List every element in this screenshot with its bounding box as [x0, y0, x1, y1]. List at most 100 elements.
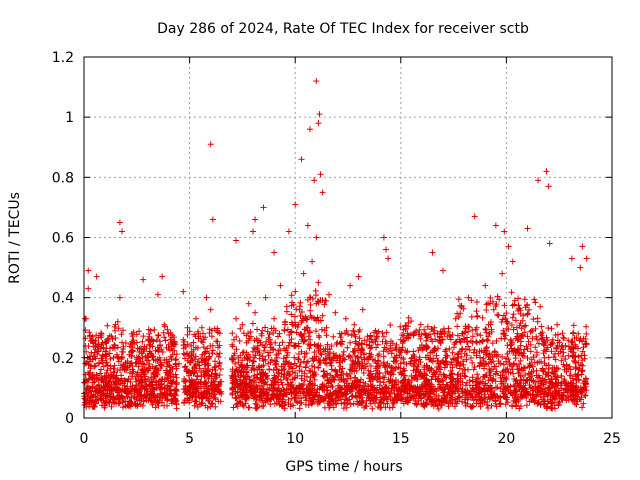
- data-point: [431, 369, 438, 376]
- data-point: [562, 342, 569, 349]
- data-point: [135, 360, 142, 367]
- data-point: [328, 378, 335, 385]
- data-point: [161, 321, 168, 328]
- data-point: [440, 357, 447, 364]
- data-point: [575, 330, 582, 337]
- data-point: [568, 255, 575, 262]
- data-point: [315, 279, 322, 286]
- data-point: [359, 306, 366, 313]
- data-point: [545, 183, 552, 190]
- data-point: [583, 255, 590, 262]
- data-point: [532, 378, 539, 385]
- data-point: [144, 366, 151, 373]
- data-points-dense: [81, 287, 590, 412]
- data-point: [482, 282, 489, 289]
- data-point: [127, 378, 134, 385]
- data-point: [271, 249, 278, 256]
- data-point: [150, 375, 157, 382]
- data-point: [176, 360, 183, 367]
- data-point: [355, 273, 362, 280]
- data-point: [188, 348, 195, 355]
- data-point: [364, 360, 371, 367]
- data-point: [372, 327, 379, 334]
- data-point: [119, 348, 126, 355]
- data-point: [389, 378, 396, 385]
- data-point: [427, 396, 434, 403]
- data-point: [207, 141, 214, 148]
- data-point: [473, 324, 480, 331]
- data-point: [133, 372, 140, 379]
- data-point: [186, 390, 193, 397]
- data-point: [87, 369, 94, 376]
- data-point: [266, 336, 273, 343]
- data-point: [330, 333, 337, 340]
- data-point: [503, 318, 510, 325]
- data-point: [309, 258, 316, 265]
- data-point: [340, 348, 347, 355]
- data-point: [104, 336, 111, 343]
- data-point: [237, 384, 244, 391]
- data-point: [546, 240, 553, 247]
- data-point: [203, 294, 210, 301]
- data-point: [524, 345, 531, 352]
- data-point: [471, 213, 478, 220]
- data-point: [281, 327, 288, 334]
- data-point: [537, 303, 544, 310]
- data-point: [313, 78, 320, 85]
- data-point: [89, 333, 96, 340]
- data-point: [410, 351, 417, 358]
- data-point: [167, 387, 174, 394]
- data-point: [486, 330, 493, 337]
- data-point: [260, 357, 267, 364]
- x-axis-tick-labels: 0 5 10 15 20 25: [80, 431, 621, 447]
- y-tick-label: 1.2: [52, 50, 74, 66]
- data-point: [110, 354, 117, 361]
- data-point: [342, 315, 349, 322]
- x-tick-label: 10: [286, 431, 304, 447]
- data-point: [292, 288, 299, 295]
- data-point: [302, 363, 309, 370]
- data-point: [169, 351, 176, 358]
- data-point: [214, 327, 221, 334]
- data-point: [180, 336, 187, 343]
- data-point: [294, 372, 301, 379]
- x-tick-label: 15: [392, 431, 410, 447]
- data-point: [180, 288, 187, 295]
- data-point: [469, 339, 476, 346]
- data-point: [275, 369, 282, 376]
- data-point: [402, 372, 409, 379]
- data-point: [197, 333, 204, 340]
- data-point: [159, 273, 166, 280]
- data-point: [494, 351, 501, 358]
- data-point: [140, 276, 147, 283]
- data-point: [243, 339, 250, 346]
- data-point: [315, 120, 322, 127]
- data-point: [190, 369, 197, 376]
- data-point: [511, 297, 518, 304]
- data-point: [235, 354, 242, 361]
- data-point: [338, 330, 345, 337]
- data-point: [148, 390, 155, 397]
- data-point: [163, 369, 170, 376]
- data-point: [123, 366, 130, 373]
- data-point: [112, 375, 119, 382]
- data-point: [313, 300, 320, 307]
- data-point: [264, 375, 271, 382]
- data-point: [306, 336, 313, 343]
- data-point: [199, 399, 206, 406]
- chart-title: Day 286 of 2024, Rate Of TEC Index for r…: [157, 21, 529, 37]
- data-point: [579, 243, 586, 250]
- data-point: [317, 171, 324, 178]
- data-point: [91, 378, 98, 385]
- data-point: [311, 177, 318, 184]
- data-point: [414, 363, 421, 370]
- data-point: [171, 396, 178, 403]
- data-point: [321, 327, 328, 334]
- data-point: [304, 222, 311, 229]
- data-point: [306, 126, 313, 133]
- data-point: [285, 228, 292, 235]
- data-point: [535, 177, 542, 184]
- data-point: [290, 321, 297, 328]
- y-axis-label: ROTI / TECUs: [7, 192, 23, 284]
- data-point: [260, 204, 267, 211]
